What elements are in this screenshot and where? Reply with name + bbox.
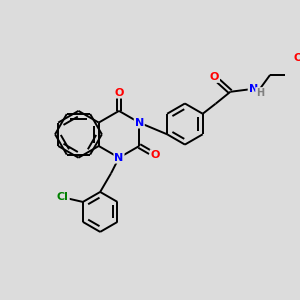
Text: H: H [256, 88, 264, 98]
Text: O: O [210, 72, 219, 82]
Text: N: N [114, 153, 124, 163]
Text: N: N [135, 118, 144, 128]
Text: O: O [294, 53, 300, 63]
Text: N: N [249, 84, 258, 94]
Text: Cl: Cl [57, 192, 69, 202]
Text: O: O [151, 150, 160, 160]
Text: O: O [114, 88, 124, 98]
